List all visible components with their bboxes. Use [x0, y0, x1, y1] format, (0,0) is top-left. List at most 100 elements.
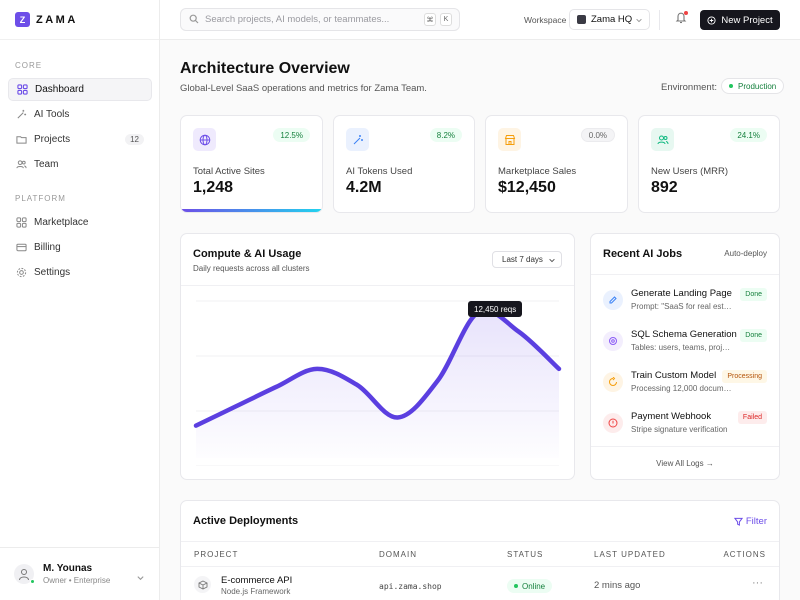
status-badge: Failed: [737, 411, 767, 424]
stat-value: 4.2M: [346, 179, 382, 196]
grid-icon: [15, 217, 27, 229]
more-actions-icon[interactable]: ···: [752, 577, 763, 589]
status-badge: Online: [507, 579, 553, 593]
filter-button[interactable]: Filter: [733, 516, 767, 527]
pencil-icon: [603, 290, 623, 310]
project-framework: Node.js Framework: [221, 587, 291, 596]
brand-logo: Z: [15, 12, 30, 27]
sidebar-item-ai-tools[interactable]: AI Tools: [8, 103, 152, 126]
sidebar-item-projects[interactable]: Projects 12: [8, 128, 152, 151]
job-description: Stripe signature verification: [631, 425, 728, 434]
last-updated: 2 mins ago: [594, 580, 641, 591]
search-input[interactable]: [205, 14, 415, 25]
date-range-select[interactable]: Last 7 days: [492, 251, 562, 268]
stat-change-badge: 24.1%: [730, 128, 767, 142]
workspace-label: Workspace: [524, 15, 567, 25]
sidebar-item-team[interactable]: Team: [8, 153, 152, 176]
notification-dot: [684, 11, 688, 15]
column-header-domain: DOMAIN: [379, 550, 417, 559]
users-icon: [15, 159, 27, 171]
search-icon: [189, 11, 199, 29]
jobs-title: Recent AI Jobs: [603, 248, 683, 260]
store-icon: [498, 128, 521, 151]
sidebar-item-marketplace[interactable]: Marketplace: [8, 211, 152, 234]
recent-jobs-card: Recent AI Jobs Auto-deploy Generate Land…: [590, 233, 780, 480]
status-badge: Done: [740, 329, 767, 342]
user-profile[interactable]: M. Younas Owner • Enterprise: [0, 547, 160, 600]
sidebar-item-label: Billing: [34, 242, 61, 253]
stat-card-marketplace-sales[interactable]: 0.0% Marketplace Sales $12,450: [485, 115, 628, 213]
sidebar-item-settings[interactable]: Settings: [8, 261, 152, 284]
workspace-icon: [577, 15, 586, 24]
table-row[interactable]: E-commerce API Node.js Framework api.zam…: [181, 567, 779, 600]
projects-count-badge: 12: [125, 134, 144, 145]
job-name: Generate Landing Page: [631, 288, 732, 299]
database-icon: [603, 331, 623, 351]
deployments-title: Active Deployments: [193, 515, 299, 527]
chart-area-fill: [196, 310, 559, 458]
sidebar-item-dashboard[interactable]: Dashboard: [8, 78, 152, 101]
stat-card-active-sites[interactable]: 12.5% Total Active Sites 1,248: [180, 115, 323, 213]
alert-icon: [603, 413, 623, 433]
section-label-platform: PLATFORM: [15, 194, 66, 203]
stat-label: Total Active Sites: [193, 166, 265, 177]
chart-tooltip: 12,450 reqs: [468, 301, 523, 317]
stat-card-ai-tokens[interactable]: 8.2% AI Tokens Used 4.2M: [333, 115, 475, 213]
section-label-core: CORE: [15, 61, 43, 70]
environment-value: Production: [738, 81, 777, 91]
auto-deploy-toggle[interactable]: Auto-deploy: [724, 249, 767, 258]
search-box[interactable]: ⌘ K: [180, 8, 460, 31]
stat-card-new-users[interactable]: 24.1% New Users (MRR) 892: [638, 115, 780, 213]
chevron-down-icon: [635, 16, 643, 27]
credit-card-icon: [15, 242, 27, 254]
project-domain[interactable]: api.zama.shop: [379, 582, 442, 591]
filter-label: Filter: [745, 516, 767, 527]
sidebar: Z ZAMA CORE Dashboard AI Tools Projects …: [0, 0, 160, 600]
active-deployments-card: Active Deployments Filter PROJECT DOMAIN…: [180, 500, 780, 600]
stat-change-badge: 0.0%: [580, 128, 615, 142]
environment-badge[interactable]: Production: [721, 78, 785, 94]
job-name: Train Custom Model: [631, 370, 717, 381]
status-badge: Done: [740, 288, 767, 301]
bell-icon[interactable]: [675, 11, 688, 29]
job-description: Prompt: "SaaS for real estate": [631, 302, 733, 311]
column-header-project: PROJECT: [194, 550, 239, 559]
plus-circle-icon: [707, 15, 716, 25]
date-range-value: Last 7 days: [502, 255, 543, 264]
chevron-down-icon: [548, 256, 556, 266]
column-header-actions: ACTIONS: [723, 550, 766, 559]
page-subtitle: Global-Level SaaS operations and metrics…: [180, 83, 427, 94]
grid-icon: [16, 84, 28, 96]
sidebar-item-label: Dashboard: [35, 84, 84, 95]
list-item[interactable]: Payment Webhook Stripe signature verific…: [591, 405, 779, 445]
brand[interactable]: Z ZAMA: [0, 0, 159, 40]
list-item[interactable]: Generate Landing Page Prompt: "SaaS for …: [591, 282, 779, 322]
workspace-value: Zama HQ: [591, 14, 633, 25]
status-dot: [729, 84, 733, 88]
sidebar-item-label: Projects: [34, 134, 71, 145]
sidebar-item-label: Team: [34, 159, 59, 170]
list-item[interactable]: SQL Schema Generation Tables: users, tea…: [591, 323, 779, 363]
job-description: Processing 12,000 documents: [631, 384, 733, 393]
divider: [591, 274, 779, 275]
stat-label: Marketplace Sales: [498, 166, 577, 177]
new-project-button[interactable]: New Project: [700, 10, 780, 30]
sidebar-item-label: Marketplace: [34, 217, 89, 228]
wand-icon: [15, 109, 27, 121]
list-item[interactable]: Train Custom Model Processing 12,000 doc…: [591, 364, 779, 404]
divider: [659, 10, 660, 30]
new-project-label: New Project: [721, 14, 773, 26]
view-all-logs-link[interactable]: View All Logs →: [591, 446, 779, 479]
chevron-down-icon[interactable]: [136, 569, 145, 587]
column-header-status: STATUS: [507, 550, 544, 559]
sidebar-item-label: Settings: [34, 267, 71, 278]
status-dot: [514, 584, 518, 588]
sidebar-item-billing[interactable]: Billing: [8, 236, 152, 259]
wand-icon: [346, 128, 369, 151]
column-header-last-updated: LAST UPDATED: [594, 550, 666, 559]
workspace-select[interactable]: Zama HQ: [569, 9, 650, 30]
sidebar-item-label: AI Tools: [34, 109, 70, 120]
stat-value: 1,248: [193, 179, 234, 196]
stat-label: New Users (MRR): [651, 166, 729, 177]
users-icon: [651, 128, 674, 151]
